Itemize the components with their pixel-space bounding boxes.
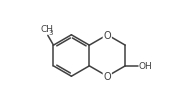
Text: 3: 3 xyxy=(49,29,53,35)
Text: CH: CH xyxy=(40,25,53,34)
Text: OH: OH xyxy=(138,62,152,71)
Text: O: O xyxy=(103,30,111,40)
Text: O: O xyxy=(103,72,111,82)
